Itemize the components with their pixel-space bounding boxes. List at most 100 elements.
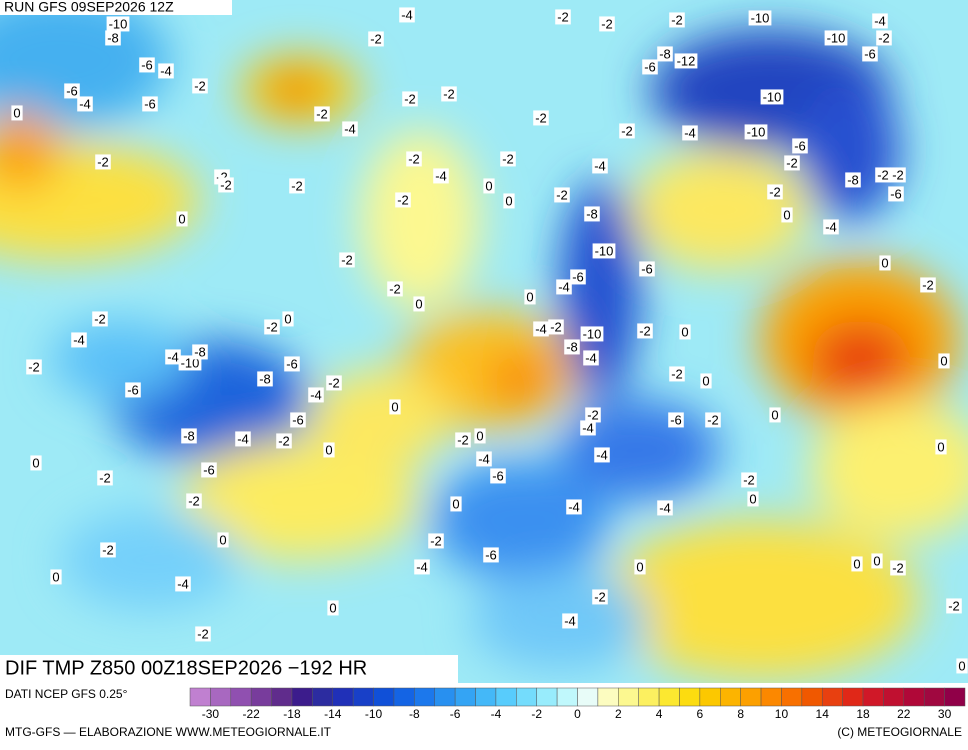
- value-label-text: -8: [847, 172, 859, 187]
- value-label-text: -2: [341, 252, 353, 267]
- value-label: -4: [562, 613, 578, 629]
- value-label: -2: [218, 177, 234, 193]
- value-label: -6: [792, 138, 808, 154]
- value-label-text: -2: [194, 78, 206, 93]
- legend-tick-label: 22: [897, 707, 911, 721]
- run-label: RUN GFS 09SEP2026 12Z: [4, 0, 174, 15]
- legend-swatch: [495, 687, 517, 707]
- value-label-box: [217, 532, 229, 548]
- value-label-box: [556, 279, 572, 295]
- value-label-text: -4: [310, 387, 322, 402]
- value-label-box: [599, 16, 615, 32]
- value-label: 0: [323, 442, 335, 458]
- value-label-box: [441, 86, 457, 102]
- value-label-text: -2: [922, 277, 934, 292]
- value-label-text: -2: [443, 86, 455, 101]
- value-label-box: [483, 178, 495, 194]
- value-label-text: -10: [595, 243, 614, 258]
- value-label-box: [100, 542, 116, 558]
- value-label-box: [201, 462, 217, 478]
- value-label: 0: [176, 211, 188, 227]
- value-label-text: 0: [32, 455, 39, 470]
- value-label: -4: [476, 451, 492, 467]
- value-label-box: [580, 326, 604, 342]
- value-label-box: [657, 500, 673, 516]
- value-label: -10: [748, 10, 772, 26]
- value-label-text: 0: [526, 289, 533, 304]
- value-label-text: 0: [485, 178, 492, 193]
- value-label-text: -4: [435, 168, 447, 183]
- value-label-text: 0: [391, 399, 398, 414]
- legend-tick-label: 2: [615, 707, 622, 721]
- value-label: -4: [594, 447, 610, 463]
- value-label: 0: [679, 324, 691, 340]
- value-label-text: 0: [873, 553, 880, 568]
- value-label-text: -2: [671, 12, 683, 27]
- value-label: -6: [862, 46, 878, 62]
- value-label: 0: [747, 491, 759, 507]
- value-label-box: [289, 178, 305, 194]
- value-label-box: [946, 598, 962, 614]
- value-label-text: -2: [188, 493, 200, 508]
- value-label-box: [851, 556, 863, 572]
- value-label-box: [95, 154, 111, 170]
- value-label-box: [744, 124, 768, 140]
- value-label: -6: [570, 269, 586, 285]
- value-label-text: -2: [197, 626, 209, 641]
- value-label-text: 0: [178, 211, 185, 226]
- value-label: -2: [428, 533, 444, 549]
- value-label-text: -2: [97, 154, 109, 169]
- value-label-text: 0: [284, 311, 291, 326]
- value-label: 0: [11, 105, 23, 121]
- value-label: -6: [290, 412, 306, 428]
- legend-tick-label: 0: [574, 707, 581, 721]
- value-label-text: -2: [397, 192, 409, 207]
- value-label-text: -2: [316, 106, 328, 121]
- value-label-box: [533, 321, 549, 337]
- value-label-text: 0: [329, 600, 336, 615]
- value-label-box: [890, 560, 906, 576]
- value-label-box: [871, 553, 883, 569]
- value-label-text: -2: [556, 187, 568, 202]
- legend-swatch: [312, 687, 334, 707]
- value-label-box: [264, 319, 280, 335]
- value-label-text: -6: [794, 138, 806, 153]
- value-label: -6: [639, 261, 655, 277]
- value-label: 0: [327, 600, 339, 616]
- value-label-box: [282, 311, 294, 327]
- value-label-box: [389, 399, 401, 415]
- legend-swatch: [352, 687, 374, 707]
- value-label-text: -4: [478, 451, 490, 466]
- value-label-box: [326, 375, 342, 391]
- value-label-text: -6: [292, 412, 304, 427]
- value-label: 0: [413, 296, 425, 312]
- value-label: -2: [186, 493, 202, 509]
- value-label: -2: [637, 323, 653, 339]
- value-label-text: -2: [877, 167, 889, 182]
- value-label-box: [669, 12, 685, 28]
- value-label-text: -4: [825, 219, 837, 234]
- value-label-text: 0: [771, 407, 778, 422]
- legend-swatch: [230, 687, 252, 707]
- value-label-box: [875, 167, 891, 183]
- legend-swatch: [556, 687, 578, 707]
- value-label-text: -4: [160, 63, 172, 78]
- value-label-box: [142, 96, 158, 112]
- legend-tick-label: -14: [324, 707, 342, 721]
- value-label-box: [668, 412, 684, 428]
- value-label-text: 0: [636, 559, 643, 574]
- value-label-text: -8: [107, 30, 119, 45]
- value-label-text: 0: [452, 496, 459, 511]
- legend-swatch: [781, 687, 803, 707]
- map-field: [0, 0, 968, 683]
- value-label-box: [186, 493, 202, 509]
- value-label-box: [594, 447, 610, 463]
- value-label: -6: [490, 468, 506, 484]
- legend-tick-label: -22: [243, 707, 261, 721]
- value-label-box: [165, 349, 181, 365]
- value-label: -4: [583, 350, 599, 366]
- value-label-box: [235, 431, 251, 447]
- value-label-text: -4: [416, 559, 428, 574]
- value-label-box: [64, 83, 80, 99]
